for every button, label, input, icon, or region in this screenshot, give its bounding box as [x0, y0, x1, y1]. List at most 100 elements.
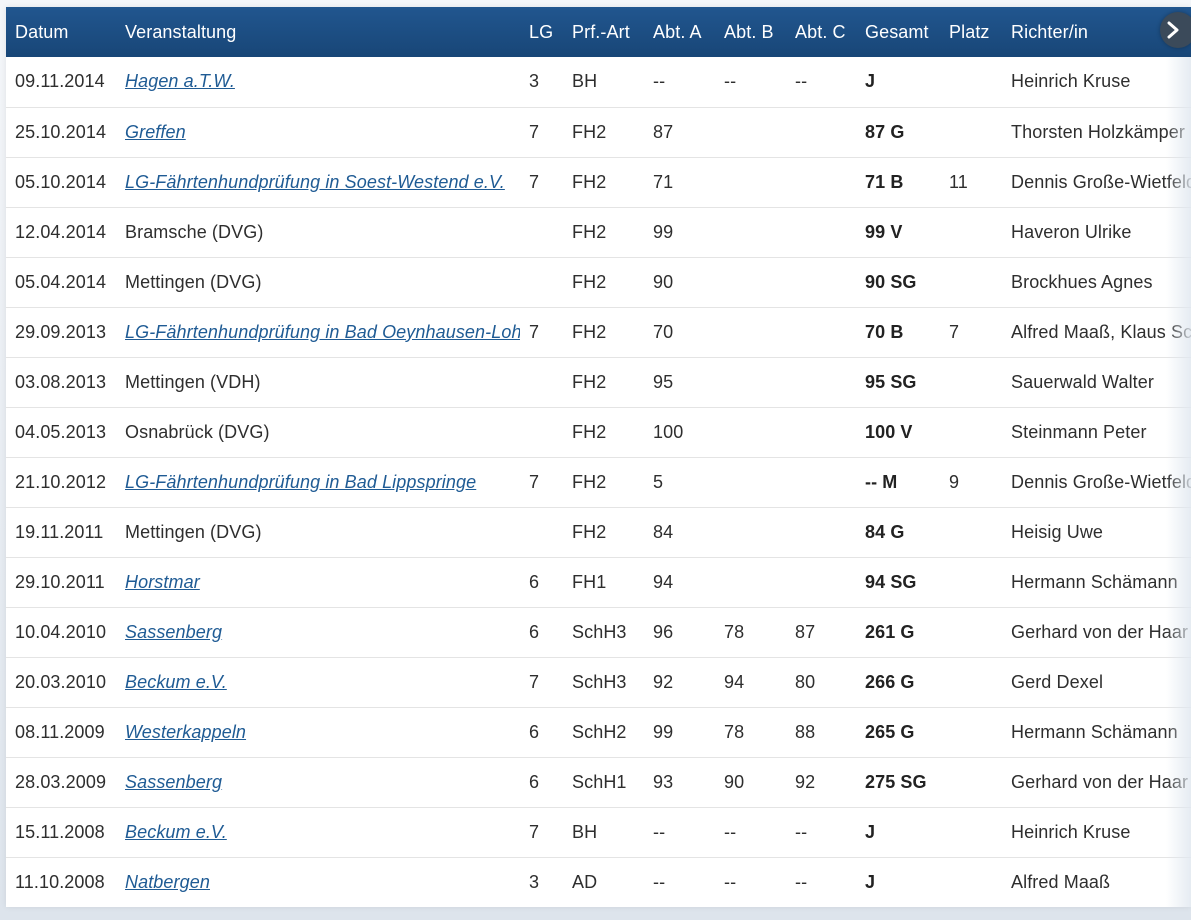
event-cell: Sassenberg	[116, 607, 520, 657]
exam-type-cell: SchH3	[572, 621, 627, 642]
date-cell: 12.04.2014	[15, 221, 107, 242]
event-link[interactable]: Sassenberg	[125, 621, 223, 642]
date-cell: 08.11.2009	[15, 721, 105, 742]
abt-a-cell: 84	[653, 521, 674, 542]
abt-a-cell: 94	[653, 571, 674, 592]
judge-cell: Brockhues Agnes	[1011, 271, 1153, 292]
date-cell: 29.09.2013	[15, 321, 107, 342]
abt-b-cell: --	[724, 71, 737, 92]
judge-cell: Dennis Große-Wietfeld,	[1011, 171, 1191, 192]
abt-a-cell: 90	[653, 271, 674, 292]
event-link[interactable]: Beckum e.V.	[125, 671, 227, 692]
abt-b-cell	[715, 357, 786, 407]
event-link[interactable]: Beckum e.V.	[125, 821, 227, 842]
date-cell: 20.03.2010	[15, 671, 107, 692]
date-cell: 03.08.2013	[15, 371, 107, 392]
abt-c-cell	[786, 307, 856, 357]
abt-b-cell: 78	[724, 721, 745, 742]
judge-cell: Hermann Schämann	[1011, 571, 1178, 592]
judge-cell: Heinrich Kruse	[1011, 821, 1131, 842]
event-cell: LG-Fährtenhundprüfung in Bad Oeynhausen-…	[116, 307, 520, 357]
rank-cell	[940, 407, 1002, 457]
rank-cell	[940, 607, 1002, 657]
event-link[interactable]: LG-Fährtenhundprüfung in Bad Lippspringe	[125, 471, 477, 492]
total-cell: 265 G	[865, 721, 915, 742]
event-link[interactable]: LG-Fährtenhundprüfung in Bad Oeynhausen-…	[125, 321, 520, 342]
abt-c-cell	[786, 557, 856, 607]
table-row: 10.04.2010 Sassenberg 6 SchH3 96 78 87 261 G Ger…	[6, 607, 1191, 657]
exam-type-cell: FH2	[572, 421, 607, 442]
abt-c-cell	[786, 457, 856, 507]
exam-type-cell: SchH3	[572, 671, 627, 692]
header-col-abt-a: Abt. A	[653, 21, 702, 42]
abt-a-cell: --	[653, 821, 666, 842]
exam-type-cell: FH2	[572, 521, 607, 542]
table-row: 03.08.2013 Mettingen (VDH) FH2 95 95 SG Sauer…	[6, 357, 1191, 407]
event-cell: Bramsche (DVG)	[125, 221, 264, 242]
abt-c-cell	[786, 107, 856, 157]
abt-c-cell	[786, 257, 856, 307]
lg-cell: 7	[529, 821, 540, 842]
results-table-container[interactable]: Datum Veranstaltung LG Prf.-Art Abt. A Abt. B…	[6, 7, 1191, 907]
rank-cell	[940, 357, 1002, 407]
rank-cell	[940, 507, 1002, 557]
total-cell: 70 B	[865, 321, 904, 342]
total-cell: 266 G	[865, 671, 915, 692]
exam-type-cell: FH2	[572, 171, 607, 192]
abt-b-cell	[715, 407, 786, 457]
abt-b-cell: --	[724, 821, 737, 842]
event-link[interactable]: Horstmar	[125, 571, 200, 592]
table-row: 05.04.2014 Mettingen (DVG) FH2 90 90 SG Brock…	[6, 257, 1191, 307]
table-row: 09.11.2014 Hagen a.T.W. 3 BH -- -- -- J Heinrich…	[6, 57, 1191, 107]
lg-cell	[520, 257, 563, 307]
judge-cell: Haveron Ulrike	[1011, 221, 1132, 242]
table-row: 08.11.2009 Westerkappeln 6 SchH2 99 78 88 265 G…	[6, 707, 1191, 757]
total-cell: 95 SG	[865, 371, 917, 392]
date-cell: 19.11.2011	[15, 521, 104, 542]
judge-cell: Sauerwald Walter	[1011, 371, 1154, 392]
abt-a-cell: 70	[653, 321, 674, 342]
header-col-pruefungsart: Prf.-Art	[572, 21, 630, 42]
rank-cell	[940, 57, 1002, 107]
event-link[interactable]: Hagen a.T.W.	[125, 71, 235, 92]
abt-c-cell: --	[795, 821, 808, 842]
rank-cell	[940, 707, 1002, 757]
event-link[interactable]: LG-Fährtenhundprüfung in Soest-Westend e…	[125, 171, 505, 192]
abt-b-cell	[715, 157, 786, 207]
scroll-right-button[interactable]	[1160, 12, 1191, 48]
event-link[interactable]: Natbergen	[125, 871, 210, 892]
table-row: 19.11.2011 Mettingen (DVG) FH2 84 84 G Heisig…	[6, 507, 1191, 557]
rank-cell	[940, 107, 1002, 157]
abt-b-cell	[715, 257, 786, 307]
lg-cell: 6	[529, 621, 540, 642]
abt-c-cell	[786, 357, 856, 407]
abt-c-cell: 87	[795, 621, 816, 642]
judge-cell: Steinmann Peter	[1011, 421, 1147, 442]
exam-type-cell: FH2	[572, 221, 607, 242]
event-cell: Greffen	[116, 107, 520, 157]
judge-cell: Gerd Dexel	[1011, 671, 1104, 692]
total-cell: 84 G	[865, 521, 905, 542]
total-cell: 90 SG	[865, 271, 917, 292]
date-cell: 25.10.2014	[15, 121, 107, 142]
date-cell: 10.04.2010	[15, 621, 107, 642]
exam-type-cell: SchH2	[572, 721, 627, 742]
lg-cell: 3	[529, 71, 540, 92]
lg-cell	[520, 407, 563, 457]
abt-b-cell: 78	[724, 621, 745, 642]
event-link[interactable]: Greffen	[125, 121, 186, 142]
abt-c-cell: 88	[795, 721, 816, 742]
event-link[interactable]: Sassenberg	[125, 771, 223, 792]
event-cell: Osnabrück (DVG)	[125, 421, 270, 442]
abt-a-cell: 95	[653, 371, 674, 392]
total-cell: 87 G	[865, 121, 905, 142]
rank-cell	[940, 857, 1002, 907]
header-col-gesamt: Gesamt	[865, 21, 929, 42]
abt-a-cell: --	[653, 71, 666, 92]
event-link[interactable]: Westerkappeln	[125, 721, 247, 742]
judge-cell: Gerhard von der Haar	[1011, 621, 1189, 642]
abt-a-cell: 5	[653, 471, 664, 492]
table-header-row: Datum Veranstaltung LG Prf.-Art Abt. A Abt. B…	[6, 7, 1191, 57]
lg-cell	[520, 357, 563, 407]
abt-b-cell: --	[724, 871, 737, 892]
